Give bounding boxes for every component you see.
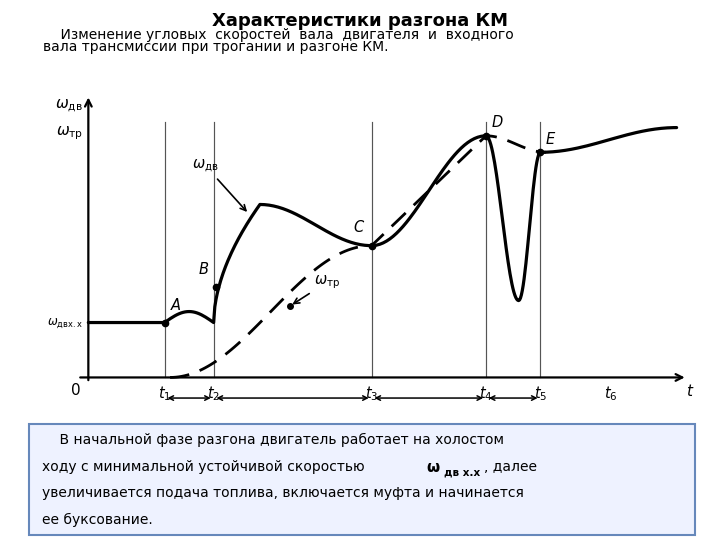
Text: $\omega_{\mathregular{дв}}$: $\omega_{\mathregular{дв}}$	[55, 97, 83, 114]
Text: В начальной фазе разгона двигатель работает на холостом: В начальной фазе разгона двигатель работ…	[42, 433, 504, 447]
Text: ее буксование.: ее буксование.	[42, 513, 153, 527]
Text: A: A	[171, 298, 181, 313]
Text: 0: 0	[71, 383, 80, 398]
Text: $t_2$: $t_2$	[207, 384, 220, 403]
Text: вала трансмиссии при трогании и разгоне КМ.: вала трансмиссии при трогании и разгоне …	[43, 40, 389, 54]
FancyBboxPatch shape	[29, 423, 695, 535]
Text: $\omega_{\mathregular{дв х.х}}$: $\omega_{\mathregular{дв х.х}}$	[47, 315, 83, 329]
Text: E: E	[546, 132, 555, 147]
Text: $\omega_{\mathregular{дв}}$: $\omega_{\mathregular{дв}}$	[192, 157, 246, 211]
Text: D: D	[492, 116, 503, 130]
Text: $\mathbf{\omega}$: $\mathbf{\omega}$	[426, 460, 441, 475]
Text: $\omega_{\mathregular{тр}}$: $\omega_{\mathregular{тр}}$	[294, 273, 341, 303]
Text: Характеристики разгона КМ: Характеристики разгона КМ	[212, 12, 508, 30]
Text: $t_5$: $t_5$	[534, 384, 547, 403]
Text: ходу с минимальной устойчивой скоростью: ходу с минимальной устойчивой скоростью	[42, 460, 369, 474]
Text: увеличивается подача топлива, включается муфта и начинается: увеличивается подача топлива, включается…	[42, 486, 524, 500]
Text: $t$: $t$	[686, 383, 695, 399]
Text: C: C	[354, 220, 364, 235]
Text: $t_6$: $t_6$	[605, 384, 618, 403]
Text: $t_4$: $t_4$	[479, 384, 492, 403]
Text: Изменение угловых  скоростей  вала  двигателя  и  входного: Изменение угловых скоростей вала двигате…	[43, 28, 514, 42]
Text: $\omega_{\mathregular{тр}}$: $\omega_{\mathregular{тр}}$	[55, 125, 83, 143]
Text: дв х.х: дв х.х	[444, 468, 480, 478]
Text: , далее: , далее	[485, 460, 537, 474]
Text: $t_3$: $t_3$	[365, 384, 378, 403]
Text: B: B	[198, 262, 208, 277]
Text: $t_1$: $t_1$	[158, 384, 171, 403]
